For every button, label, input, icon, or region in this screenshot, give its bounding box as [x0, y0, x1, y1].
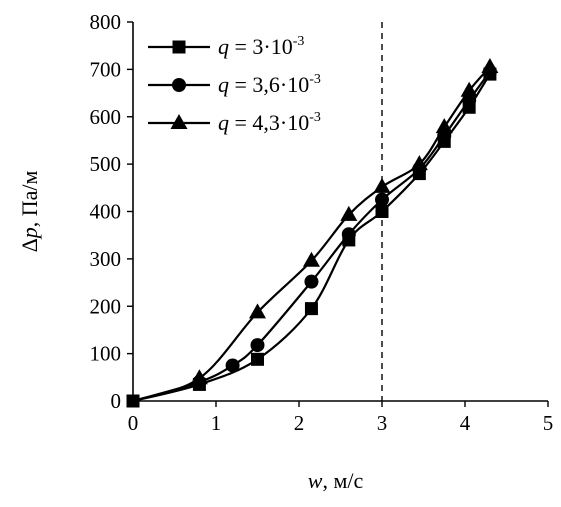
y-axis-unit: , Па/м [17, 171, 42, 228]
data-point [375, 205, 389, 218]
y-axis-variable: Δ [17, 238, 42, 252]
data-point [304, 302, 318, 316]
x-tick-label: 1 [211, 411, 222, 435]
legend-item: q = 3·10-3 [148, 34, 304, 59]
data-point [225, 358, 240, 373]
legend-item: q = 3,6·10-3 [148, 72, 321, 97]
y-tick-label: 0 [111, 389, 122, 413]
legend-label: q = 3·10-3 [218, 34, 304, 59]
x-axis-unit: , м/с [322, 468, 363, 493]
axes-group: 0 100 200 300 400 500 600 700 800 0 1 2 3 4 5 w, м/с Δp,… [17, 10, 553, 493]
y-axis-variable-letter: p [17, 227, 42, 240]
y-tick-label: 400 [90, 200, 122, 224]
data-point [304, 274, 319, 289]
legend-marker [170, 114, 188, 129]
data-point [249, 303, 266, 319]
legend: q = 3·10-3 q = 3,6·10-3 q = 4,3·10-3 [148, 34, 321, 135]
legend-item: q = 4,3·10-3 [148, 110, 321, 135]
y-tick-label: 500 [90, 152, 122, 176]
y-tick-label: 100 [90, 342, 122, 366]
legend-label: q = 4,3·10-3 [218, 110, 321, 135]
x-tick-label: 3 [377, 411, 388, 435]
data-point [460, 81, 478, 97]
series-line [132, 73, 491, 403]
data-point [251, 352, 264, 366]
data-point [190, 369, 208, 385]
x-tick-label: 4 [460, 411, 471, 435]
y-tick-label: 700 [90, 57, 122, 81]
x-tick-label: 2 [294, 411, 305, 435]
x-tick-label: 0 [128, 411, 139, 435]
y-axis-title: Δp, Па/м [17, 171, 42, 253]
x-axis-title: w, м/с [308, 468, 364, 493]
y-tick-label: 300 [90, 247, 122, 271]
legend-marker [172, 78, 186, 92]
data-point [341, 227, 356, 242]
data-point [410, 155, 428, 171]
x-tick-label: 5 [543, 411, 554, 435]
y-tick-label: 600 [90, 105, 122, 129]
data-point [302, 251, 320, 267]
x-axis-variable: w [308, 468, 323, 493]
data-point [435, 118, 453, 134]
series-line [132, 66, 491, 403]
series-triangle [132, 58, 499, 403]
data-point [373, 177, 391, 193]
y-tick-label: 200 [90, 294, 122, 318]
series-group [126, 58, 499, 408]
data-point [375, 192, 389, 207]
data-point [250, 338, 265, 353]
data-point [481, 58, 499, 74]
y-tick-label: 800 [90, 10, 122, 34]
data-point [340, 205, 358, 221]
legend-marker [172, 40, 186, 54]
legend-label: q = 3,6·10-3 [218, 72, 321, 97]
